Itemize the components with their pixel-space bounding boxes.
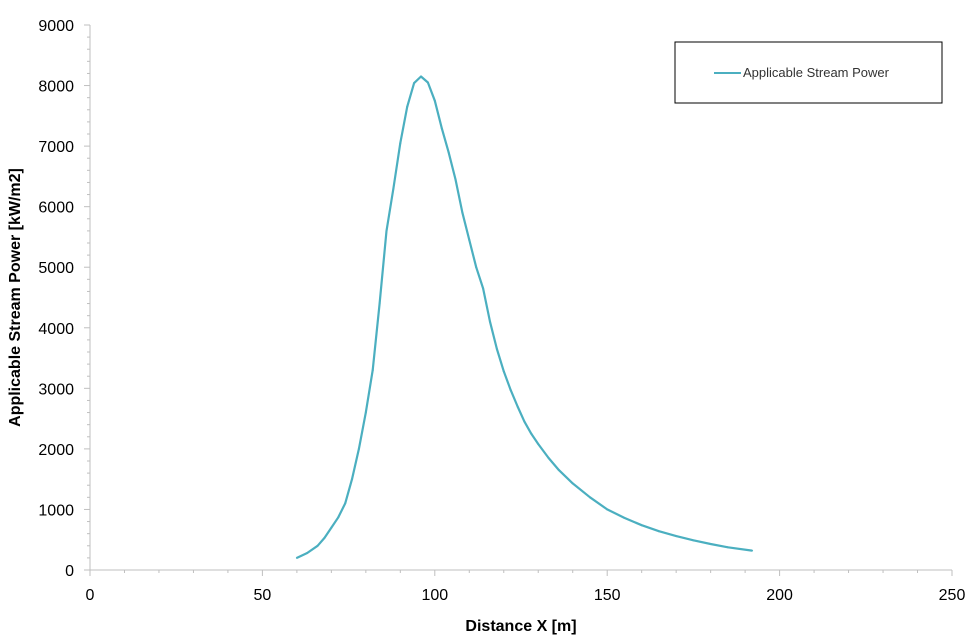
data-point — [420, 75, 423, 78]
y-tick-label: 7000 — [38, 139, 74, 156]
data-point — [323, 536, 326, 539]
x-tick-label: 200 — [766, 587, 793, 604]
data-point — [482, 287, 485, 290]
data-point — [516, 405, 519, 408]
series-line — [296, 75, 753, 559]
data-point — [495, 347, 498, 350]
x-tick-label: 100 — [421, 587, 448, 604]
data-point — [588, 496, 591, 499]
x-tick-label: 50 — [254, 587, 272, 604]
data-point — [547, 456, 550, 459]
x-tick-label: 0 — [86, 587, 95, 604]
data-point — [385, 229, 388, 232]
data-point — [475, 266, 478, 269]
legend-label: Applicable Stream Power — [743, 65, 890, 80]
data-point — [330, 526, 333, 529]
data-point — [623, 516, 626, 519]
data-point — [692, 539, 695, 542]
data-point — [337, 516, 340, 519]
data-point — [502, 370, 505, 373]
data-point — [344, 502, 347, 505]
data-point — [640, 524, 643, 527]
axes: 0 1000 2000 3000 4000 5000 6000 7000 8000 9000 0 50… — [38, 18, 965, 604]
data-point — [440, 126, 443, 129]
data-point — [357, 447, 360, 450]
data-point — [351, 478, 354, 481]
y-tick-label: 4000 — [38, 321, 74, 338]
data-point — [751, 549, 754, 552]
data-point — [406, 105, 409, 108]
data-point — [295, 556, 298, 559]
data-point — [454, 178, 457, 181]
legend: Applicable Stream Power — [674, 41, 943, 104]
y-tick-label: 8000 — [38, 79, 74, 96]
y-tick-label: 3000 — [38, 381, 74, 398]
data-point — [433, 99, 436, 102]
y-tick-label: 9000 — [38, 18, 74, 35]
data-point — [675, 535, 678, 538]
data-point — [426, 81, 429, 84]
x-axis-title: Distance X [m] — [465, 618, 576, 635]
data-point — [537, 443, 540, 446]
data-point — [571, 482, 574, 485]
data-point — [709, 542, 712, 545]
y-tick-label: 5000 — [38, 260, 74, 277]
data-point — [606, 508, 609, 511]
x-tick-label: 250 — [939, 587, 966, 604]
data-point — [447, 151, 450, 154]
data-point — [316, 544, 319, 547]
y-tick-label: 2000 — [38, 442, 74, 459]
data-point — [306, 552, 309, 555]
data-point — [392, 187, 395, 190]
data-point — [657, 530, 660, 533]
data-point — [378, 302, 381, 305]
series-layer — [295, 75, 754, 559]
y-tick-label: 0 — [65, 563, 74, 580]
x-tick-label: 150 — [594, 587, 621, 604]
y-tick-label: 6000 — [38, 200, 74, 217]
y-axis-title: Applicable Stream Power [kW/m2] — [7, 168, 24, 427]
data-point — [557, 469, 560, 472]
y-tick-label: 1000 — [38, 502, 74, 519]
data-point — [726, 546, 729, 549]
data-point — [413, 82, 416, 85]
data-point — [509, 389, 512, 392]
data-point — [468, 238, 471, 241]
data-point — [371, 369, 374, 372]
data-point — [399, 142, 402, 145]
data-point — [530, 432, 533, 435]
data-point — [364, 411, 367, 414]
data-point — [523, 420, 526, 423]
data-point — [461, 211, 464, 214]
data-point — [488, 320, 491, 323]
